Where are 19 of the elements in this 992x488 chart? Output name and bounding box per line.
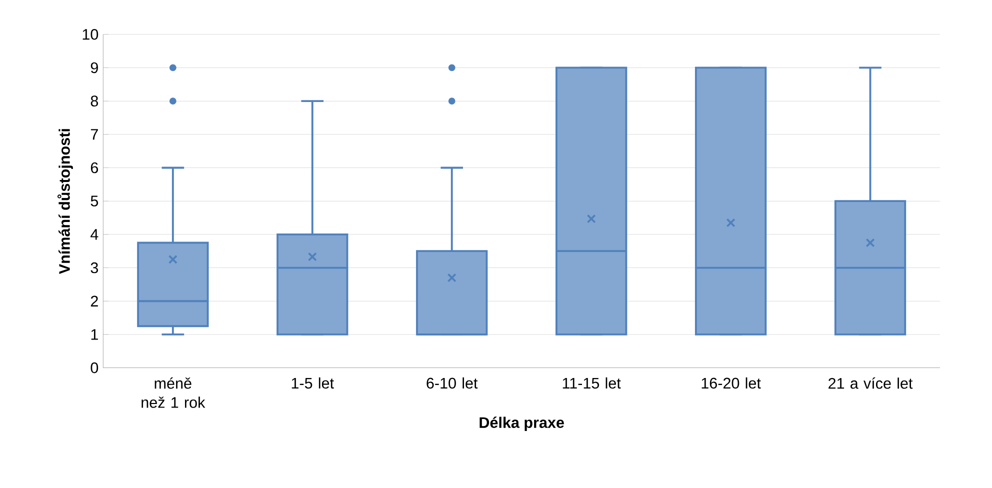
y-tick-label: 7 (90, 129, 98, 140)
x-tick-label: 1-5 let (292, 377, 334, 389)
y-tick-label: 6 (90, 162, 98, 174)
y-tick-label: 8 (90, 96, 98, 106)
y-tick-label: 9 (90, 62, 98, 74)
y-axis-title: Vnímání důstojnosti (57, 129, 73, 274)
y-tick-label: 5 (90, 196, 98, 206)
y-tick-label: 10 (82, 28, 98, 40)
x-tick-label: 6-10 let (426, 377, 478, 389)
x-tick-label: 21 a více let (828, 377, 913, 389)
x-tick-label: 16-20 let (702, 377, 761, 389)
y-tick-label: 4 (90, 229, 98, 240)
y-tick-label: 3 (90, 262, 98, 274)
y-tick-label: 2 (90, 296, 98, 306)
x-tick-label: méně než 1 rok (142, 377, 206, 408)
x-tick-label: 11-15 let (562, 377, 621, 389)
y-tick-label: 0 (90, 362, 98, 374)
x-axis-title: Délka praxe (480, 416, 564, 431)
y-tick-label: 1 (91, 329, 98, 340)
